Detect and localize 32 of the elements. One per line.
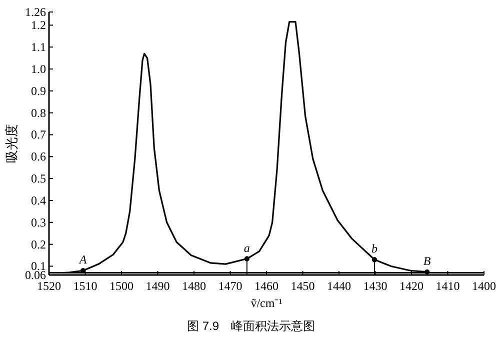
y-tick-label: 1.0 [31,62,46,76]
annotation: B [423,254,432,268]
x-tick-label: 1490 [146,279,170,293]
y-axis-title: 吸光度 [4,124,19,163]
y-tick-label: 0.9 [31,84,46,98]
x-tick-label: 1430 [363,279,388,293]
y-tick-label: 0.5 [31,172,46,186]
annotation: b [372,242,378,256]
x-axis-title: ṽ/cm⁻¹ [250,296,283,310]
y-tick-label: 0.7 [31,128,46,142]
y-tick-label: 1.2 [31,18,46,32]
y-tick-label: 0.6 [31,150,46,164]
annotation: A [78,252,88,267]
x-tick-label: 1500 [110,279,134,293]
x-tick-label: 1450 [290,279,315,293]
x-tick-label: 1410 [436,279,460,293]
y-tick-label: 1.1 [31,40,46,54]
caption: 图 7.9 峰面积法示意图 [186,319,316,333]
y-tick-label: 0.8 [31,106,46,120]
y-tick-label: 0.2 [31,237,46,252]
y-tick-label: 0.3 [31,215,46,230]
x-tick-label: 1480 [182,279,206,293]
x-tick-label: 1460 [254,279,278,293]
y-tick-label: 1.26 [25,5,46,19]
x-tick-label: 1510 [73,279,98,293]
x-tick-label: 1520 [37,279,61,293]
x-tick-label: 1420 [400,279,424,293]
y-tick-label: 0.4 [31,193,46,208]
x-tick-label: 1440 [327,279,351,293]
x-tick-label: 1470 [218,279,242,293]
x-tick-label: 1400 [472,279,496,293]
annotation: a [244,240,250,255]
